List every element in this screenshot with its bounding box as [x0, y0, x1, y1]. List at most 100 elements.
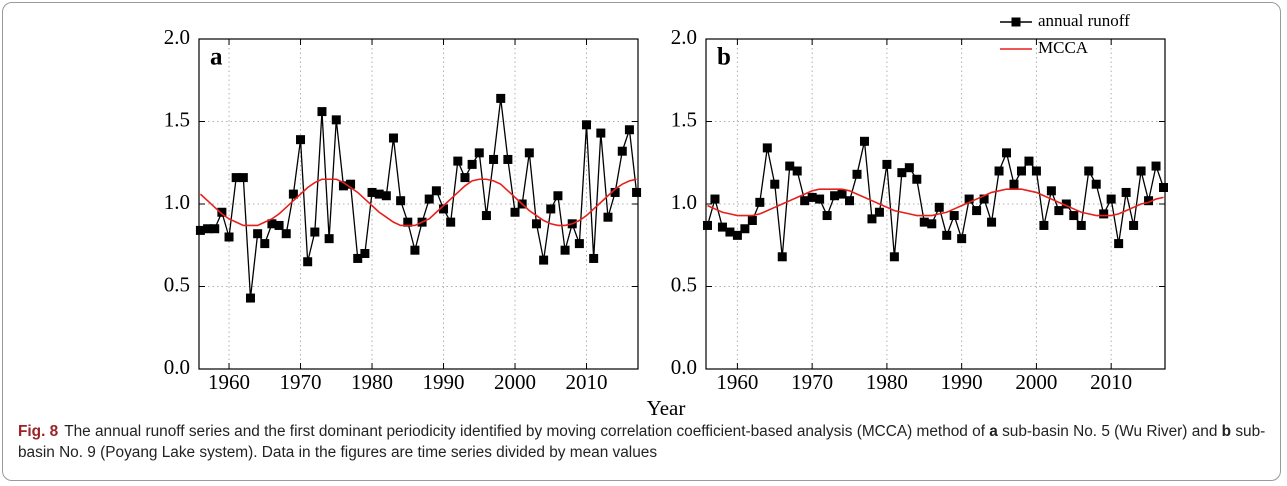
data-point: [238, 173, 248, 183]
legend-marker: [1011, 17, 1021, 27]
data-point: [1031, 166, 1041, 176]
data-point: [317, 107, 327, 117]
x-tick-label: 1990: [941, 370, 983, 394]
caption-text: sub-basin No. 9 (Poyang Lake system). Da…: [18, 423, 1266, 461]
data-point: [1136, 166, 1146, 176]
y-tick-label: 0.0: [164, 355, 190, 379]
data-point: [747, 216, 757, 225]
data-point: [467, 159, 477, 169]
data-point: [1024, 156, 1034, 166]
data-point: [755, 197, 765, 207]
data-point: [296, 135, 306, 145]
y-tick-label: 2.0: [671, 25, 697, 49]
data-point: [560, 245, 570, 255]
caption-text: a: [989, 423, 998, 440]
data-point: [800, 196, 810, 206]
y-tick-label: 1.5: [671, 107, 697, 131]
data-point: [474, 148, 484, 158]
series-line: [200, 98, 638, 299]
data-point: [589, 253, 599, 263]
data-point: [1016, 166, 1026, 176]
data-point: [770, 179, 780, 189]
data-point: [210, 224, 220, 234]
data-point: [979, 194, 989, 204]
data-point: [1039, 220, 1049, 230]
data-point: [1084, 166, 1094, 176]
data-point: [867, 214, 877, 224]
data-point: [815, 194, 825, 204]
data-point: [403, 217, 413, 227]
y-tick-label: 0.5: [164, 272, 190, 296]
data-point: [792, 166, 802, 176]
data-point: [1002, 148, 1012, 158]
caption-label: Fig. 8: [18, 423, 59, 440]
data-point: [381, 191, 391, 201]
data-point: [889, 252, 899, 262]
data-point: [410, 245, 420, 255]
data-point: [1054, 206, 1064, 216]
data-point: [1144, 196, 1154, 206]
plot-frame: [705, 38, 1166, 370]
x-tick-label: 1960: [208, 370, 250, 394]
data-point: [338, 181, 348, 191]
data-point: [964, 194, 974, 204]
data-point: [231, 173, 241, 183]
data-point: [546, 204, 556, 214]
y-tick-label: 1.5: [164, 107, 190, 131]
caption-text: b: [1221, 423, 1232, 440]
data-point: [1151, 161, 1161, 171]
data-point: [610, 187, 620, 197]
plot-frame: [198, 38, 639, 370]
data-point: [510, 207, 520, 217]
data-point: [725, 227, 735, 237]
data-point: [431, 186, 441, 196]
data-point: [453, 156, 463, 166]
data-point: [439, 204, 449, 214]
y-tick-label: 1.0: [671, 190, 697, 214]
data-point: [353, 253, 363, 263]
data-point: [388, 133, 398, 143]
data-point: [424, 194, 434, 204]
data-point: [1091, 179, 1101, 189]
data-point: [324, 234, 334, 244]
legend-label: annual runoff: [1038, 11, 1130, 30]
data-point: [217, 207, 227, 217]
data-point: [245, 293, 255, 303]
y-tick-label: 2.0: [164, 25, 190, 49]
data-point: [702, 220, 712, 230]
data-point: [253, 229, 263, 239]
x-tick-label: 2010: [566, 370, 608, 394]
data-point: [481, 211, 491, 221]
data-point: [762, 143, 772, 153]
data-point: [987, 217, 997, 227]
data-point: [1129, 220, 1139, 230]
x-tick-label: 1970: [791, 370, 833, 394]
data-point: [603, 212, 613, 222]
data-point: [1046, 186, 1056, 196]
data-point: [624, 125, 634, 135]
data-point: [632, 187, 642, 197]
series-line: [199, 178, 637, 227]
data-point: [374, 189, 384, 199]
data-point: [1114, 239, 1124, 249]
chart: Year 0.0 0.5 1.0 1.5 2.0 1960 1970 1980 1990 2000…: [164, 11, 1169, 420]
x-tick-label: 1990: [423, 370, 465, 394]
data-point: [367, 187, 377, 197]
x-tick-label: 2010: [1090, 370, 1132, 394]
data-point: [582, 120, 592, 130]
data-point: [260, 239, 270, 249]
x-axis-label: Year: [647, 396, 686, 420]
data-point: [837, 189, 847, 199]
data-point: [274, 220, 284, 230]
figure-frame: [2, 2, 1281, 481]
data-point: [1159, 183, 1169, 192]
data-point: [942, 230, 952, 240]
data-point: [859, 136, 869, 146]
data-point: [927, 219, 937, 229]
data-point: [897, 168, 907, 178]
x-tick-label: 1980: [351, 370, 393, 394]
panel-label: a: [210, 44, 223, 71]
data-point: [524, 148, 534, 158]
x-tick-label: 2000: [1015, 370, 1057, 394]
